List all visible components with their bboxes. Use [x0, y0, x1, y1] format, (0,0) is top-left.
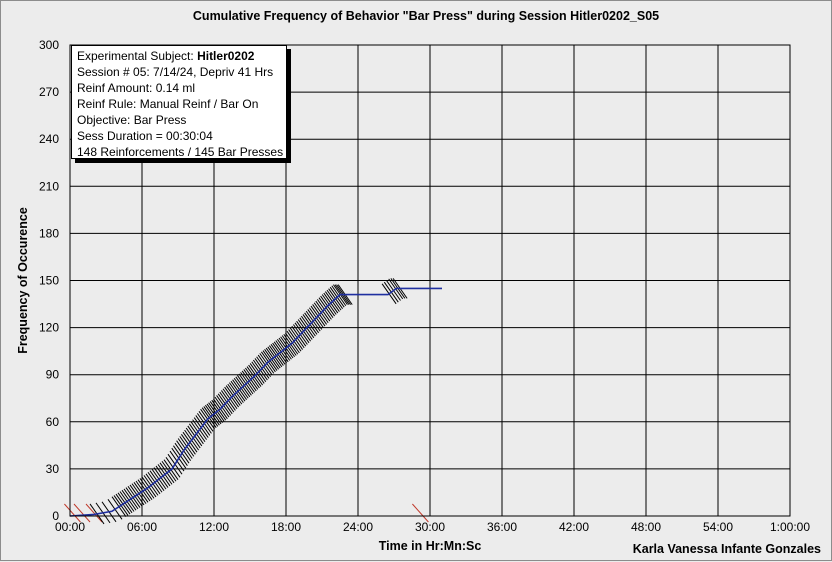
event-mark: [73, 503, 91, 523]
y-axis-title: Frequency of Occurence: [16, 207, 30, 354]
session-info-box: Experimental Subject: Hitler0202 Session…: [71, 45, 287, 159]
x-tick-label: 12:00: [199, 520, 229, 534]
y-tick-label: 270: [39, 85, 59, 99]
x-tick-label: 00:00: [55, 520, 85, 534]
y-axis-ticks: 0 30 60 90 120 150 180 210 240 270 300: [39, 38, 59, 523]
event-mark: [85, 503, 103, 523]
info-subject: Experimental Subject: Hitler0202: [77, 48, 281, 64]
info-subject-value: Hitler0202: [197, 49, 255, 63]
y-tick-label: 30: [46, 462, 60, 476]
chart-title: Cumulative Frequency of Behavior "Bar Pr…: [193, 9, 659, 23]
info-summary: 148 Reinforcements / 145 Bar Presses: [77, 145, 284, 159]
info-reinf-amount: Reinf Amount: 0.14 ml: [77, 81, 196, 95]
info-reinf-rule: Reinf Rule: Manual Reinf / Bar On: [77, 97, 259, 111]
x-tick-label: 48:00: [631, 520, 661, 534]
x-axis-title: Time in Hr:Mn:Sc: [379, 539, 482, 553]
x-tick-label: 06:00: [127, 520, 157, 534]
x-tick-label: 42:00: [559, 520, 589, 534]
info-duration: Sess Duration = 00:30:04: [77, 129, 213, 143]
y-tick-label: 180: [39, 226, 59, 240]
x-tick-label: 24:00: [343, 520, 373, 534]
info-subject-label: Experimental Subject:: [77, 49, 198, 63]
x-tick-label: 30:00: [415, 520, 445, 534]
y-tick-label: 150: [39, 274, 59, 288]
y-tick-label: 210: [39, 179, 59, 193]
x-axis-ticks: 00:00 06:00 12:00 18:00 24:00 30:00 36:00 42:00…: [55, 520, 810, 534]
x-tick-label: 54:00: [703, 520, 733, 534]
info-session: Session # 05: 7/14/24, Depriv 41 Hrs: [77, 65, 274, 79]
y-tick-label: 240: [39, 132, 59, 146]
series-layer: [69, 287, 442, 517]
event-marks: [64, 503, 429, 523]
series-line: [69, 287, 442, 517]
y-tick-label: 120: [39, 321, 59, 335]
author-credit: Karla Vanessa Infante Gonzales: [633, 542, 821, 556]
y-tick-label: 60: [46, 415, 60, 429]
y-tick-label: 0: [52, 509, 59, 523]
x-tick-label: 1:00:00: [770, 520, 810, 534]
x-tick-label: 18:00: [271, 520, 301, 534]
event-mark: [64, 503, 81, 523]
event-mark: [412, 503, 429, 523]
y-tick-label: 300: [39, 38, 59, 52]
x-tick-label: 36:00: [487, 520, 517, 534]
plot-border: [69, 44, 791, 517]
y-tick-label: 90: [46, 368, 60, 382]
info-objective: Objective: Bar Press: [77, 113, 187, 127]
